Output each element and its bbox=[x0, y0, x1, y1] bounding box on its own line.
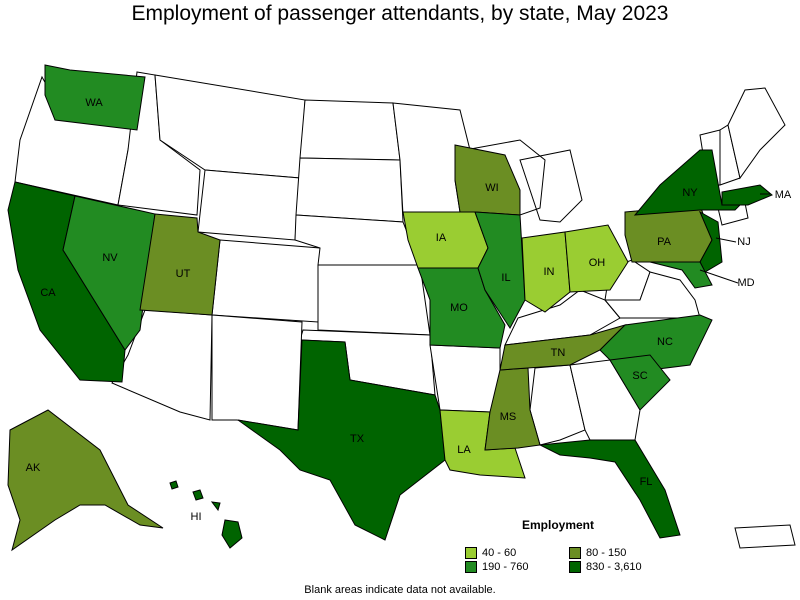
label-nj: NJ bbox=[737, 236, 750, 248]
state-co bbox=[211, 239, 321, 323]
label-nc: NC bbox=[657, 336, 673, 348]
no-data-states bbox=[14, 71, 796, 549]
state-hi bbox=[169, 480, 243, 549]
state-labels: WA NV CA UT AK HI TX IA MO WI IL IN OH L… bbox=[26, 97, 792, 523]
legend-swatch-2 bbox=[465, 561, 477, 573]
label-ca: CA bbox=[40, 287, 56, 299]
legend-label-0: 40 - 60 bbox=[482, 547, 517, 559]
legend-title: Employment bbox=[522, 518, 595, 532]
state-ks bbox=[317, 264, 431, 336]
label-md: MD bbox=[737, 277, 754, 289]
legend-item-2: 190 - 760 bbox=[465, 561, 528, 573]
state-in bbox=[521, 231, 571, 313]
state-fl bbox=[538, 439, 681, 539]
label-ny: NY bbox=[682, 187, 698, 199]
label-tn: TN bbox=[551, 347, 566, 359]
legend-label-1: 80 - 150 bbox=[586, 547, 627, 559]
state-ma bbox=[721, 184, 773, 206]
state-wy bbox=[197, 169, 301, 241]
nj-callout-line bbox=[715, 237, 737, 243]
label-mo: MO bbox=[450, 302, 468, 314]
label-sc: SC bbox=[632, 370, 647, 382]
state-wa bbox=[44, 64, 146, 131]
state-me bbox=[727, 87, 786, 180]
state-md bbox=[649, 261, 713, 289]
label-ut: UT bbox=[176, 268, 191, 280]
md-callout-line bbox=[699, 269, 739, 284]
callout-lines bbox=[699, 193, 770, 284]
label-ma: MA bbox=[775, 189, 792, 201]
label-ia: IA bbox=[436, 232, 447, 244]
label-nv: NV bbox=[102, 252, 118, 264]
legend-label-3: 830 - 3,610 bbox=[586, 561, 642, 573]
label-wa: WA bbox=[85, 97, 103, 109]
legend-item-0: 40 - 60 bbox=[465, 547, 516, 559]
legend-swatch-1 bbox=[569, 547, 581, 559]
legend-swatch-0 bbox=[465, 547, 477, 559]
state-oh bbox=[564, 224, 629, 293]
state-nm bbox=[211, 314, 303, 431]
state-ak bbox=[7, 409, 164, 552]
state-pr bbox=[734, 524, 796, 549]
label-la: LA bbox=[457, 444, 471, 456]
label-pa: PA bbox=[657, 236, 672, 248]
state-tx bbox=[237, 339, 446, 541]
legend-label-2: 190 - 760 bbox=[482, 561, 529, 573]
label-oh: OH bbox=[589, 257, 606, 269]
label-il: IL bbox=[501, 272, 510, 284]
state-va bbox=[603, 271, 701, 319]
state-ms bbox=[484, 367, 541, 451]
label-ms: MS bbox=[500, 411, 517, 423]
label-wi: WI bbox=[485, 182, 498, 194]
state-ut bbox=[139, 213, 221, 316]
label-hi: HI bbox=[191, 511, 202, 523]
label-fl: FL bbox=[640, 476, 653, 488]
state-sc bbox=[609, 354, 671, 411]
footnote: Blank areas indicate data not available. bbox=[304, 584, 496, 596]
map-title: Employment of passenger attendants, by s… bbox=[131, 2, 669, 25]
label-in: IN bbox=[544, 266, 555, 278]
state-nv bbox=[62, 195, 156, 351]
legend-item-3: 830 - 3,610 bbox=[569, 561, 642, 573]
state-ar bbox=[429, 344, 501, 413]
legend-item-1: 80 - 150 bbox=[569, 547, 626, 559]
state-il bbox=[474, 211, 526, 329]
state-nd bbox=[299, 99, 401, 161]
legend-swatch-3 bbox=[569, 561, 581, 573]
label-tx: TX bbox=[350, 433, 365, 445]
label-ak: AK bbox=[26, 462, 41, 474]
state-sd bbox=[295, 157, 404, 223]
